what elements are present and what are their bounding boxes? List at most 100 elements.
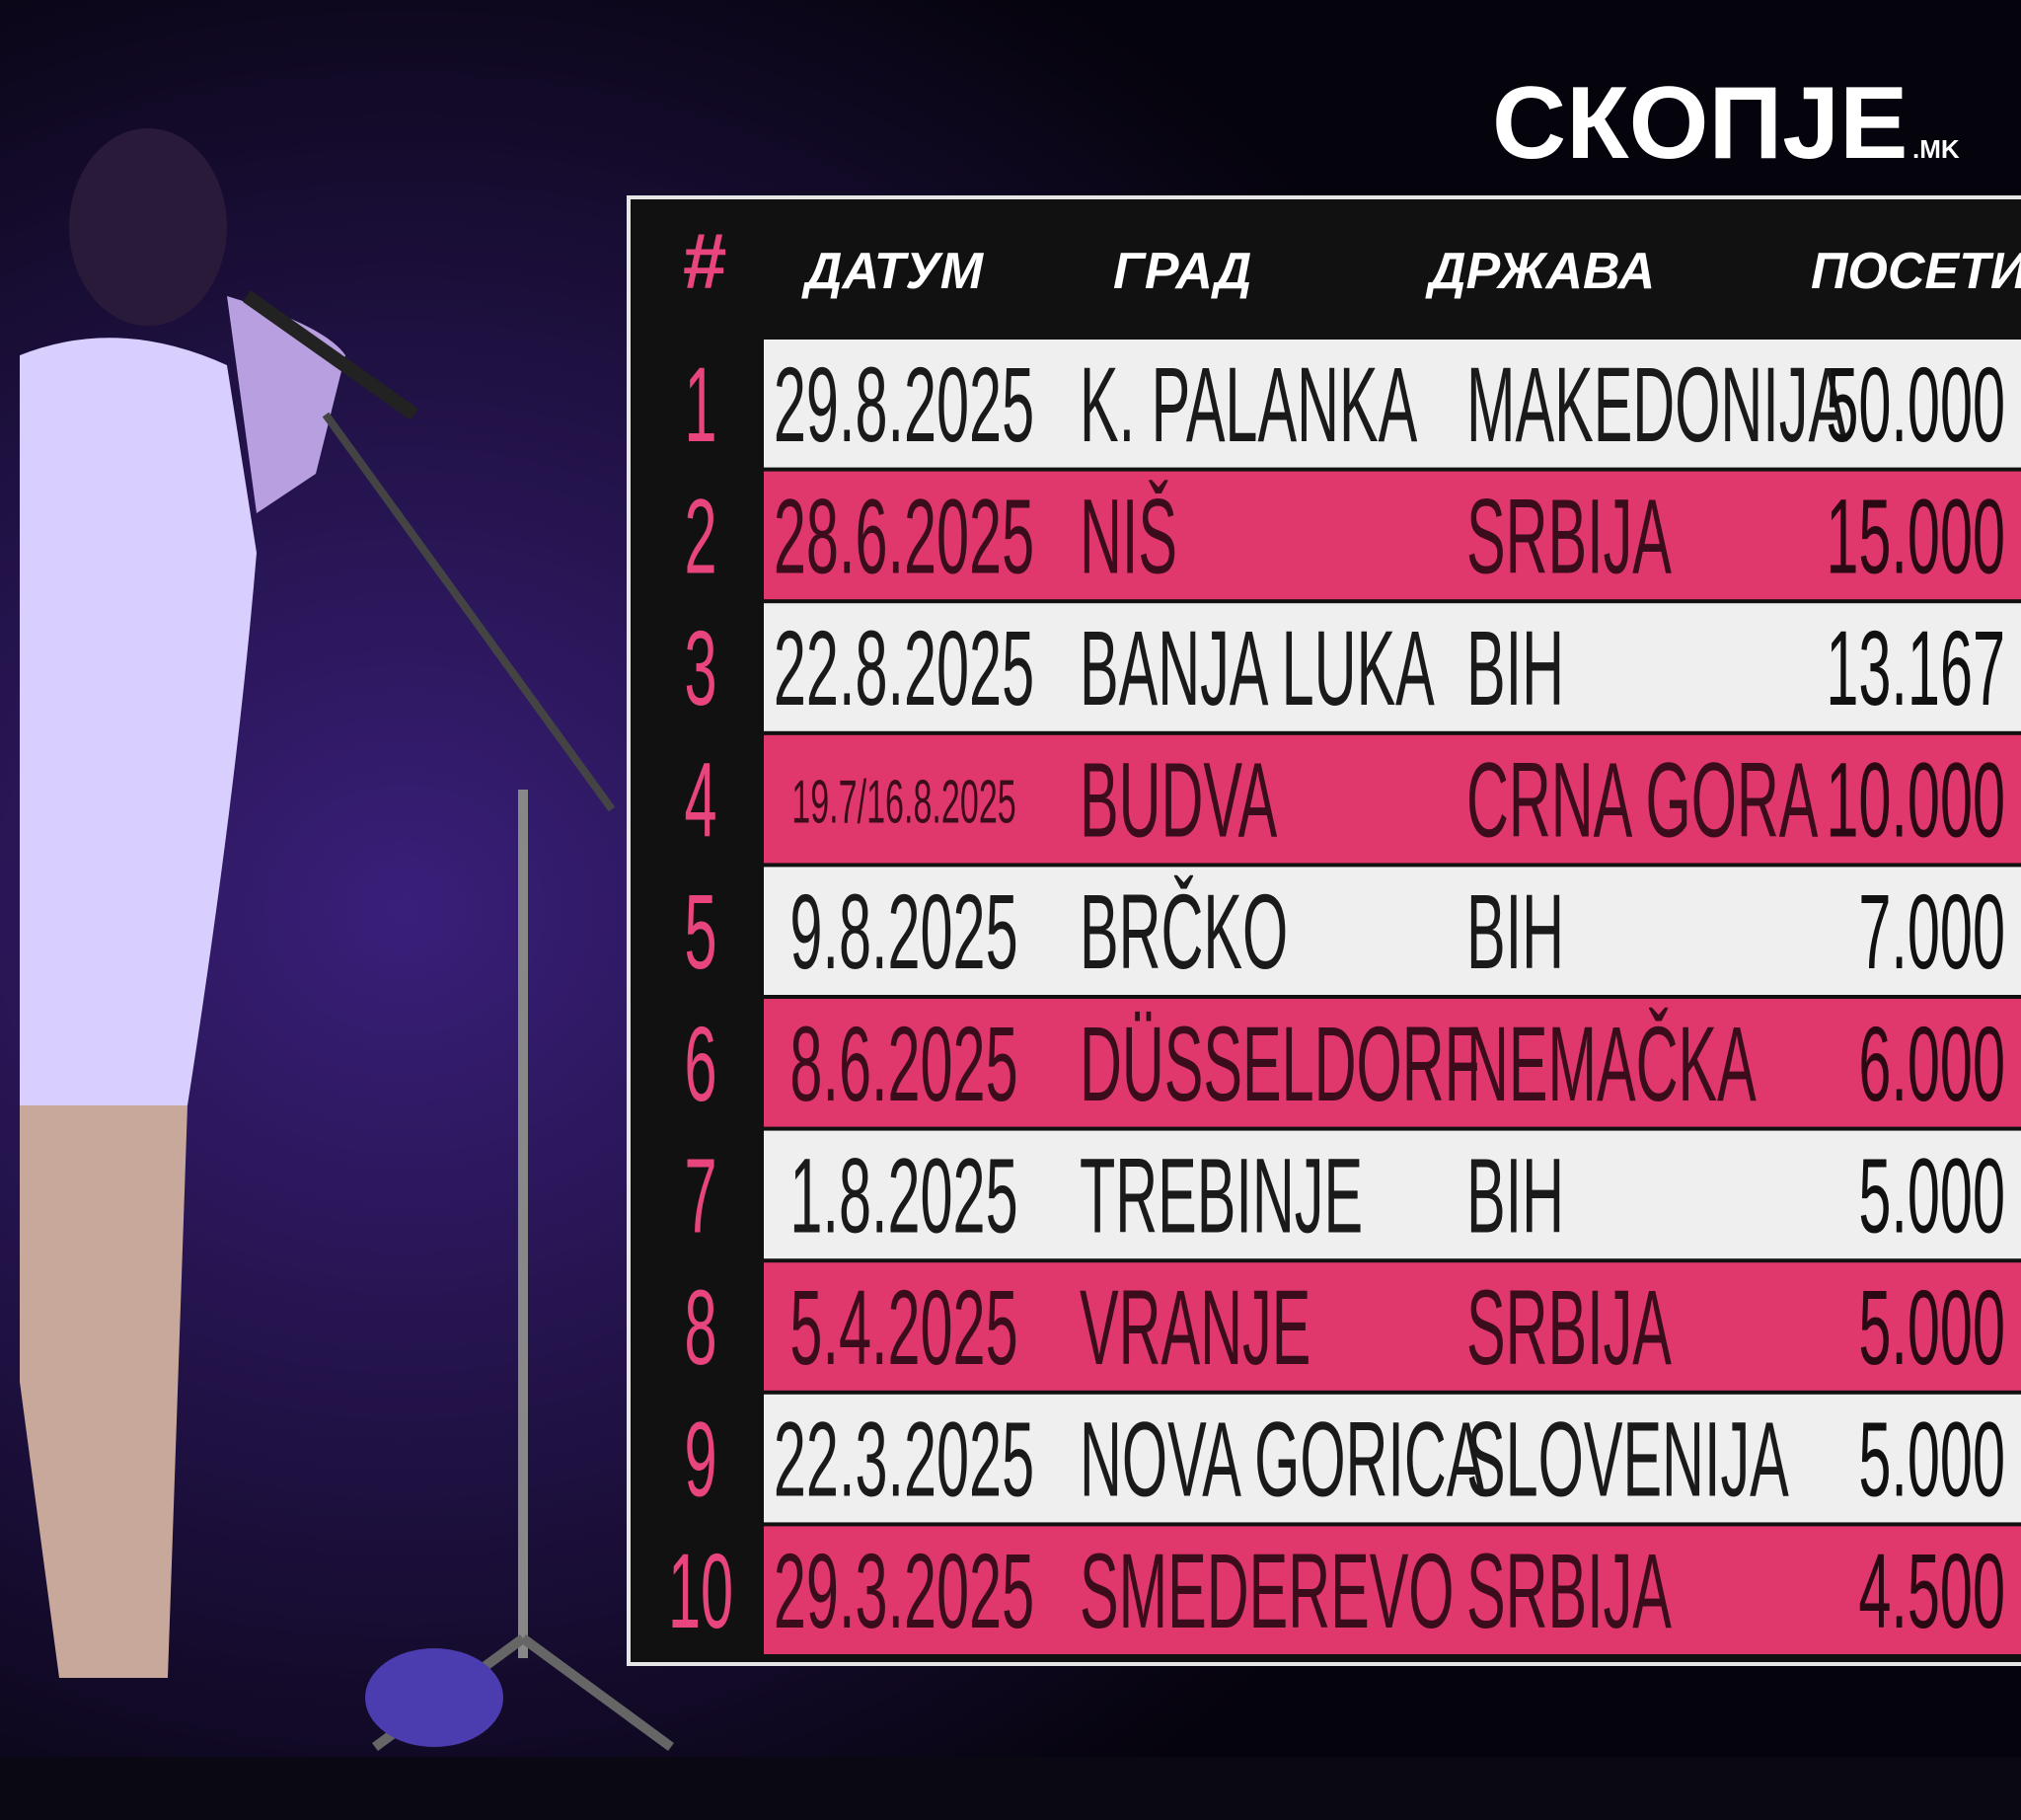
city: TREBINJE [1080, 1137, 1363, 1255]
cell: K. PALANKA [1080, 345, 1417, 464]
date: 5.4.2025 [789, 1268, 1017, 1387]
cell: DÜSSELDORF [1080, 1005, 1480, 1123]
country: SRBIJA [1466, 1533, 1672, 1651]
cell: 5.000 [1858, 1137, 2005, 1255]
row-background [764, 999, 2021, 1127]
cell: SRBIJA [1466, 1533, 1672, 1651]
visits: 5.000 [1858, 1137, 2005, 1255]
cell: BRČKO [1080, 873, 1288, 992]
visits: 5.000 [1858, 1401, 2005, 1519]
rank: 8 [684, 1268, 716, 1387]
cell: BIH [1466, 873, 1564, 992]
cell: 9 [684, 1401, 716, 1519]
city: SMEDEREVO [1080, 1533, 1455, 1651]
cell: SLOVENIJA [1466, 1401, 1789, 1519]
cell: 2 [684, 478, 716, 596]
cell: 28.6.2025 [774, 478, 1034, 596]
city: BRČKO [1080, 873, 1288, 992]
city: NOVA GORICA [1080, 1401, 1485, 1519]
column-header: ГРАД [1113, 243, 1251, 300]
cell: 10.000 [1826, 741, 2005, 860]
date: 9.8.2025 [789, 873, 1017, 992]
cell: 5.4.2025 [789, 1268, 1017, 1387]
cell: 7.000 [1858, 873, 2005, 992]
city: K. PALANKA [1080, 345, 1417, 464]
country: NEMAČKA [1466, 1005, 1757, 1123]
cell: 5.000 [1858, 1268, 2005, 1387]
row-background [764, 1130, 2021, 1259]
rank: 2 [684, 478, 716, 596]
row-background [764, 340, 2021, 468]
country: MAKEDONIJA [1466, 345, 1847, 464]
date: 1.8.2025 [789, 1137, 1017, 1255]
visits: 6.000 [1858, 1005, 2005, 1123]
cell: 6.000 [1858, 1005, 2005, 1123]
logo-name: СКОПЈЕ [1492, 66, 1908, 181]
cell: SRBIJA [1466, 478, 1672, 596]
country: SRBIJA [1466, 1268, 1672, 1387]
country: CRNA GORA [1466, 741, 1818, 860]
rank: 10 [668, 1533, 733, 1651]
cell: 4 [684, 741, 716, 860]
row-background [764, 867, 2021, 995]
cell: 22.8.2025 [774, 609, 1034, 727]
logo-suffix: .MK [1912, 134, 1960, 164]
cell: 10 [668, 1533, 733, 1651]
visits: 10.000 [1826, 741, 2005, 860]
cell: NOVA GORICA [1080, 1401, 1485, 1519]
cell: 29.3.2025 [774, 1533, 1034, 1651]
visits: 4.500 [1858, 1533, 2005, 1651]
cell: CRNA GORA [1466, 741, 1818, 860]
cell: VRANJE [1080, 1268, 1310, 1387]
logo: СКОПЈЕ .MK [1492, 66, 1960, 181]
rank: 4 [684, 741, 716, 860]
row-background [764, 1526, 2021, 1654]
column-header: ПОСЕТИ [1811, 243, 2021, 300]
city: VRANJE [1080, 1268, 1310, 1387]
cell: 5.000 [1858, 1401, 2005, 1519]
cell: BANJA LUKA [1080, 609, 1435, 727]
cell: 19.7/16.8.2025 [791, 768, 1015, 836]
rank: 1 [684, 345, 716, 464]
row-background [764, 1262, 2021, 1391]
column-header: ДРЖАВА [1425, 243, 1655, 300]
country: SLOVENIJA [1466, 1401, 1789, 1519]
singer-photo [0, 128, 2021, 1820]
cell: 50.000 [1826, 345, 2005, 464]
cell: 5 [684, 873, 716, 992]
cell: 4.500 [1858, 1533, 2005, 1651]
cell: 1.8.2025 [789, 1137, 1017, 1255]
date: 22.8.2025 [774, 609, 1034, 727]
visits: 7.000 [1858, 873, 2005, 992]
rank: 9 [684, 1401, 716, 1519]
cell: 7 [684, 1137, 716, 1255]
date: 28.6.2025 [774, 478, 1034, 596]
cell: 6 [684, 1005, 716, 1123]
cell: TREBINJE [1080, 1137, 1363, 1255]
date: 29.3.2025 [774, 1533, 1034, 1651]
cell: BIH [1466, 1137, 1564, 1255]
cell: 29.8.2025 [774, 345, 1034, 464]
country: BIH [1466, 873, 1564, 992]
row-background [764, 734, 2021, 864]
date: 29.8.2025 [774, 345, 1034, 464]
rank: 7 [684, 1137, 716, 1255]
cell: 13.167 [1826, 609, 2005, 727]
date: 22.3.2025 [774, 1401, 1034, 1519]
city: BANJA LUKA [1080, 609, 1435, 727]
rank: 5 [684, 873, 716, 992]
country: SRBIJA [1466, 478, 1672, 596]
visits: 50.000 [1826, 345, 2005, 464]
rank: 6 [684, 1005, 716, 1123]
cell: SRBIJA [1466, 1268, 1672, 1387]
column-header: ДАТУМ [801, 243, 985, 300]
cell: MAKEDONIJA [1466, 345, 1847, 464]
cell: 22.3.2025 [774, 1401, 1034, 1519]
visits: 15.000 [1826, 478, 2005, 596]
cell: SMEDEREVO [1080, 1533, 1455, 1651]
cell: 8.6.2025 [789, 1005, 1017, 1123]
cell: 9.8.2025 [789, 873, 1017, 992]
cell: NEMAČKA [1466, 1005, 1757, 1123]
